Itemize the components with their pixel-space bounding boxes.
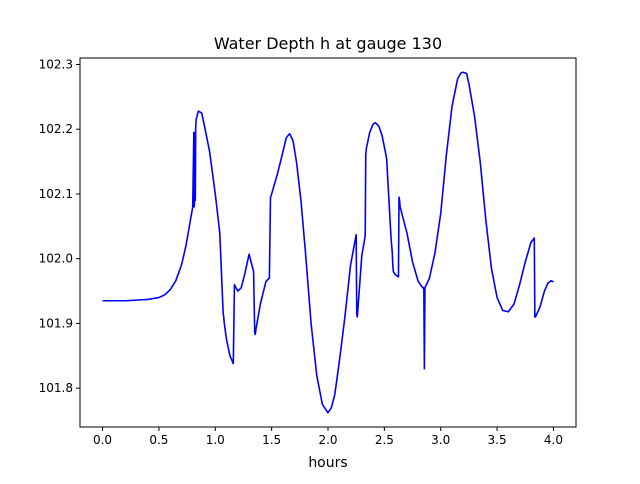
chart-title: Water Depth h at gauge 130 bbox=[214, 34, 442, 53]
x-axis-label: hours bbox=[308, 455, 347, 471]
x-tick-label: 1.5 bbox=[262, 433, 281, 447]
y-tick-label: 102.3 bbox=[39, 57, 73, 71]
x-tick-label: 4.0 bbox=[544, 433, 563, 447]
y-tick-label: 101.8 bbox=[39, 381, 73, 395]
y-tick-label: 102.1 bbox=[39, 187, 73, 201]
x-tick-label: 0.5 bbox=[149, 433, 168, 447]
y-tick-label: 101.9 bbox=[39, 316, 73, 330]
x-tick-label: 1.0 bbox=[206, 433, 225, 447]
series-line-0 bbox=[102, 71, 554, 414]
y-tick-label: 102.2 bbox=[39, 122, 73, 136]
x-tick-label: 3.5 bbox=[488, 433, 507, 447]
x-tick-label: 2.0 bbox=[318, 433, 337, 447]
x-tick-label: 3.0 bbox=[431, 433, 450, 447]
plot-area: 0.0 0.5 1.0 1.5 2.0 2.5 3.0 3.5 4.0 101.8 101.9 102… bbox=[39, 57, 577, 447]
x-tick-label: 0.0 bbox=[93, 433, 112, 447]
y-tick-label: 102.0 bbox=[39, 252, 73, 266]
x-tick-label: 2.5 bbox=[375, 433, 394, 447]
